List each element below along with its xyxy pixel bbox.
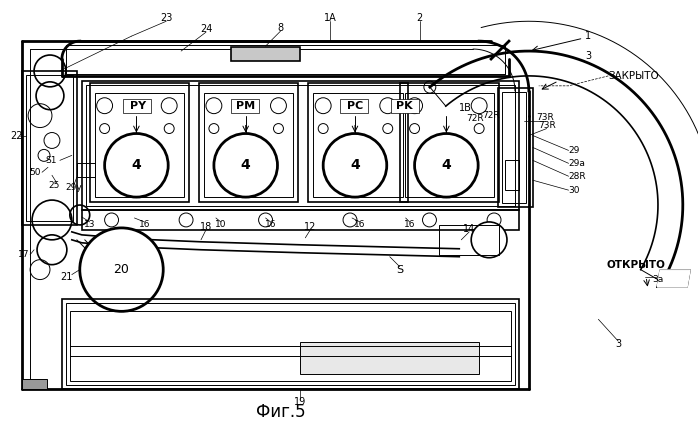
Text: 50: 50 (29, 168, 41, 177)
Text: ОТКРЫТО: ОТКРЫТО (606, 260, 665, 269)
Circle shape (323, 133, 387, 197)
Bar (123, 99, 151, 113)
Circle shape (471, 222, 507, 258)
Bar (505, 160, 519, 190)
Text: 12: 12 (304, 222, 316, 232)
Text: 29a: 29a (568, 159, 585, 168)
Text: ЗАКРЫТО: ЗАКРЫТО (608, 71, 659, 81)
Bar (300, 342, 480, 374)
Text: 72R: 72R (482, 111, 500, 120)
Text: PY: PY (130, 101, 146, 110)
Bar (77, 163, 94, 177)
Text: 20: 20 (113, 263, 130, 276)
Bar (231, 47, 300, 61)
Text: 1B: 1B (458, 103, 472, 113)
Text: S: S (396, 265, 403, 275)
Bar (22, 71, 77, 225)
Bar (66, 303, 515, 385)
Text: 29y: 29y (65, 183, 82, 192)
Text: 24: 24 (199, 24, 212, 34)
Text: 16: 16 (139, 221, 150, 230)
Text: PK: PK (396, 101, 413, 110)
Text: 3: 3 (585, 51, 591, 61)
Text: 30: 30 (568, 186, 580, 195)
Text: 18: 18 (199, 222, 212, 232)
Text: 72R: 72R (466, 114, 484, 123)
Text: 16: 16 (265, 221, 277, 230)
Text: 1: 1 (585, 31, 591, 41)
Text: 28R: 28R (568, 172, 586, 181)
Text: 4: 4 (132, 158, 141, 172)
Bar (391, 99, 419, 113)
Text: PC: PC (346, 101, 363, 110)
Text: PM: PM (236, 101, 256, 110)
Bar (400, 83, 499, 202)
Text: 16: 16 (404, 221, 415, 230)
Bar (231, 99, 258, 113)
Bar (90, 83, 189, 202)
Bar (308, 83, 407, 202)
Text: 8: 8 (277, 23, 284, 33)
Circle shape (80, 228, 163, 312)
Text: 4: 4 (442, 158, 452, 172)
Text: 17: 17 (18, 250, 30, 259)
Text: 22: 22 (10, 130, 22, 141)
Bar (62, 300, 519, 389)
Polygon shape (657, 270, 690, 287)
Text: Фиг.5: Фиг.5 (256, 403, 305, 421)
Circle shape (104, 133, 168, 197)
Text: 13: 13 (84, 221, 95, 230)
Bar (313, 93, 402, 197)
Bar (502, 92, 526, 203)
Text: 3a: 3a (652, 275, 664, 284)
Text: 4: 4 (350, 158, 360, 172)
Bar (22, 379, 47, 389)
Text: 29: 29 (568, 146, 580, 155)
Text: 2: 2 (416, 13, 423, 23)
Bar (199, 83, 298, 202)
Bar (26, 75, 73, 221)
Text: 14: 14 (463, 224, 475, 234)
Circle shape (214, 133, 277, 197)
Text: 23: 23 (160, 13, 172, 23)
Bar (498, 88, 533, 207)
Bar (70, 312, 511, 381)
Bar (82, 210, 519, 230)
Text: 10: 10 (215, 221, 227, 230)
Circle shape (414, 133, 478, 197)
Text: 21: 21 (61, 272, 73, 282)
Bar (440, 225, 499, 255)
Bar (340, 99, 368, 113)
Text: 73R: 73R (536, 113, 554, 122)
Text: S1: S1 (46, 156, 57, 165)
Text: 25: 25 (48, 181, 60, 190)
Text: 16: 16 (354, 221, 365, 230)
Bar (405, 93, 494, 197)
Text: 1A: 1A (324, 13, 337, 23)
Bar (94, 93, 184, 197)
Text: 4: 4 (241, 158, 251, 172)
Bar (204, 93, 293, 197)
Text: 19: 19 (294, 397, 307, 407)
Bar (85, 85, 515, 206)
Text: 3: 3 (615, 339, 622, 349)
Bar (82, 81, 519, 210)
Text: 73R: 73R (538, 121, 556, 130)
